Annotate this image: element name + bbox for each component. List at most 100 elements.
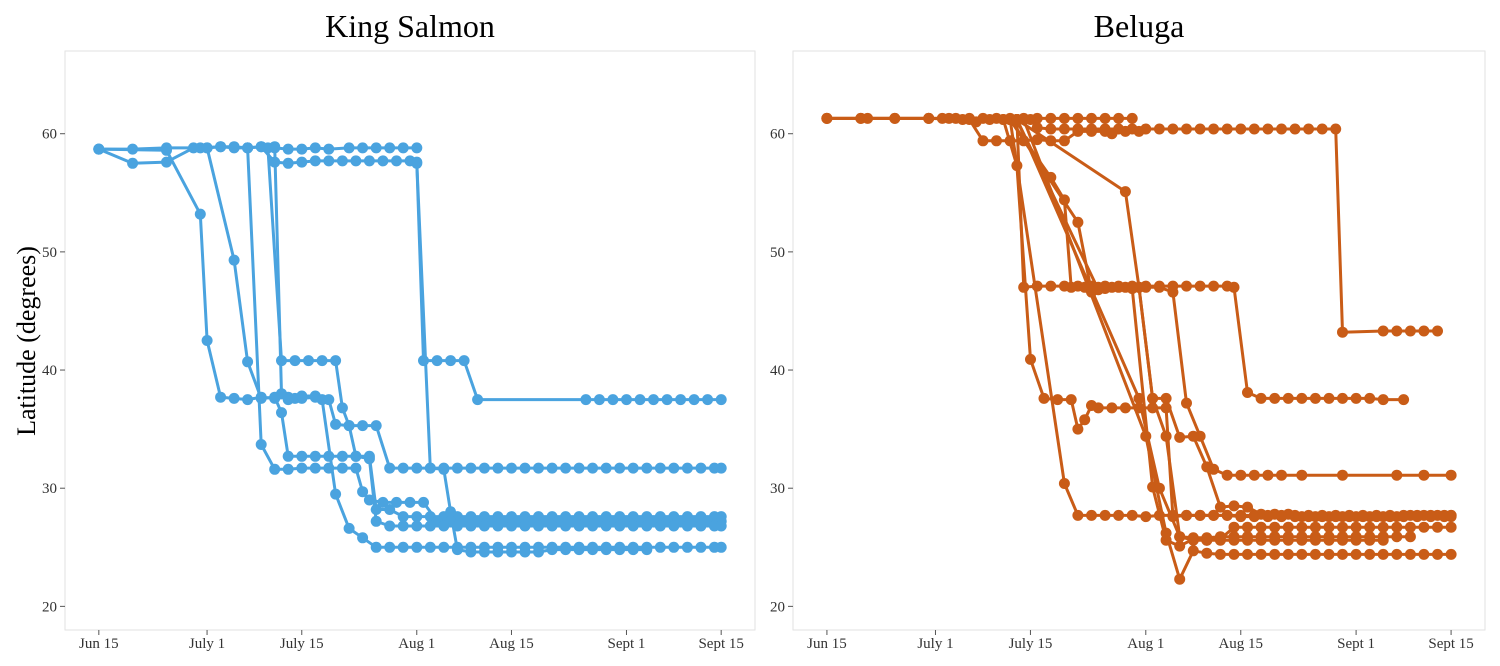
- beluga-x-tick-label: Jun 15: [807, 636, 847, 652]
- beluga-track-point: [1052, 394, 1064, 406]
- beluga-track-point: [1364, 521, 1376, 533]
- beluga-track-point: [1208, 123, 1220, 135]
- beluga-track-point: [1377, 325, 1389, 337]
- beluga-track-point: [1106, 128, 1118, 140]
- king-salmon-track-point: [560, 544, 572, 556]
- beluga-track-point: [1072, 423, 1084, 435]
- beluga-track-point: [1303, 123, 1315, 135]
- king-salmon-x-tick-label: Sept 1: [608, 636, 646, 652]
- beluga-track-point: [1058, 112, 1070, 124]
- beluga-track-point: [1160, 430, 1172, 442]
- king-salmon-track-point: [506, 462, 517, 474]
- beluga-track-point: [1432, 325, 1443, 337]
- king-salmon-track-point: [661, 394, 673, 406]
- king-salmon-track-point: [316, 394, 328, 406]
- beluga-track-point: [1031, 134, 1043, 146]
- beluga-track-point: [1187, 534, 1199, 546]
- king-salmon-track-point: [519, 520, 531, 532]
- king-salmon-track-point: [330, 355, 342, 367]
- beluga-track-point: [1086, 509, 1097, 521]
- beluga-x-tick-label: Aug 15: [1218, 636, 1263, 652]
- king-salmon-track-point: [695, 541, 707, 553]
- beluga-track-point: [1391, 548, 1403, 560]
- beluga-track-point: [1309, 392, 1321, 404]
- beluga-track-point: [1411, 511, 1423, 523]
- king-salmon-x-tick-label: Aug 1: [398, 636, 435, 652]
- king-salmon-track-point: [621, 394, 632, 406]
- king-salmon-track-point: [648, 394, 659, 406]
- beluga-track-point: [1153, 482, 1165, 494]
- beluga-track-point: [1316, 123, 1328, 135]
- king-salmon-track-point: [350, 450, 362, 462]
- king-salmon-track-point: [411, 511, 423, 523]
- king-salmon-track-point: [336, 155, 348, 167]
- king-salmon-track-point: [309, 450, 321, 462]
- beluga-track-point: [1391, 521, 1403, 533]
- beluga-track-point: [1031, 280, 1043, 292]
- beluga-track-point: [1079, 414, 1091, 426]
- beluga-track-point: [1147, 392, 1159, 404]
- king-salmon-track-point: [188, 142, 199, 154]
- beluga-x-tick-label: Aug 1: [1127, 636, 1164, 652]
- king-salmon-track-point: [614, 462, 626, 474]
- beluga-track-point: [1262, 123, 1274, 135]
- king-salmon-track-point: [600, 544, 612, 556]
- beluga-track-point: [1309, 521, 1321, 533]
- king-salmon-track-point: [343, 142, 355, 154]
- king-salmon-track-point: [323, 462, 335, 474]
- beluga-track-point: [1262, 511, 1274, 523]
- beluga-track-point: [1228, 548, 1240, 560]
- beluga-track-point: [1303, 511, 1315, 523]
- beluga-track-point: [1262, 469, 1274, 481]
- king-salmon-track-point: [533, 462, 544, 474]
- king-salmon-track-point: [397, 541, 409, 553]
- beluga-track-point: [1418, 469, 1430, 481]
- beluga-track-point: [1133, 392, 1145, 404]
- king-salmon-track-point: [93, 143, 105, 155]
- beluga-track-point: [1276, 469, 1287, 481]
- king-salmon-track-point: [506, 520, 517, 532]
- beluga-track-point: [1445, 548, 1457, 560]
- beluga-track-point: [1045, 280, 1057, 292]
- beluga-track-point: [1058, 123, 1070, 135]
- beluga-track-point: [1248, 123, 1260, 135]
- beluga-track-point: [1086, 125, 1097, 137]
- beluga-track-point: [1255, 534, 1267, 546]
- beluga-track-point: [1404, 521, 1416, 533]
- king-salmon-track-point: [370, 541, 382, 553]
- king-salmon-track-point: [587, 462, 599, 474]
- beluga-track-point: [1269, 534, 1281, 546]
- beluga-track-point: [1181, 280, 1192, 292]
- beluga-track-point: [1228, 534, 1240, 546]
- king-salmon-track-point: [424, 520, 436, 532]
- beluga-track-point: [1086, 112, 1097, 124]
- beluga-track-point: [1289, 511, 1301, 523]
- beluga-track-point: [1391, 469, 1403, 481]
- beluga-track-point: [1194, 509, 1206, 521]
- king-salmon-y-tick-label: 20: [42, 599, 57, 615]
- beluga-track-point: [1018, 114, 1030, 125]
- beluga-track-point: [1255, 392, 1267, 404]
- king-salmon-track-point: [431, 355, 443, 367]
- king-salmon-track-point: [296, 462, 308, 474]
- beluga-y-tick-label: 40: [770, 363, 785, 379]
- king-salmon-track-point: [445, 355, 457, 367]
- beluga-track-point: [1181, 397, 1192, 409]
- king-salmon-track-point: [519, 462, 531, 474]
- king-salmon-track-point: [451, 544, 463, 556]
- beluga-track-point: [1201, 547, 1213, 559]
- king-salmon-track-point: [316, 355, 328, 367]
- beluga-track-point: [1242, 534, 1253, 546]
- beluga-track-line-7: [1008, 118, 1453, 519]
- beluga-track-point: [1309, 534, 1321, 546]
- king-salmon-track-point: [411, 541, 423, 553]
- king-salmon-track-point: [654, 541, 666, 553]
- beluga-track-point: [1153, 509, 1165, 521]
- king-salmon-track-point: [309, 142, 321, 154]
- beluga-track-point: [1045, 123, 1057, 135]
- beluga-track-point: [1337, 534, 1348, 546]
- beluga-track-point: [1140, 511, 1152, 523]
- king-salmon-track-point: [242, 142, 254, 154]
- beluga-track-point: [1309, 548, 1321, 560]
- beluga-track-point: [1337, 469, 1348, 481]
